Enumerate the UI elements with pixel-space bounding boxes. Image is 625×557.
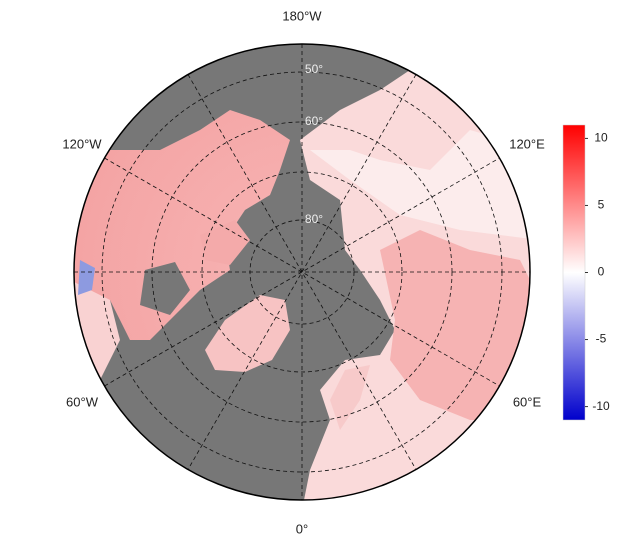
parallel-label: 80° xyxy=(305,212,323,226)
colorbar-tick-label: -5 xyxy=(596,332,607,346)
cold-anomaly xyxy=(78,260,95,295)
meridian-label: 60°E xyxy=(513,394,542,409)
land-siberia-west xyxy=(380,230,530,420)
map-border xyxy=(73,43,531,501)
land-scandinavia xyxy=(330,365,370,430)
land-arctic-islands xyxy=(200,220,250,265)
parallel-label: 60° xyxy=(305,114,323,128)
parallel-label: 50° xyxy=(305,62,323,76)
meridian-label: 120°W xyxy=(62,136,102,151)
hudson-bay xyxy=(140,262,190,315)
colorbar: 10 5 0 -5 -10 xyxy=(562,124,610,421)
meridian-label: 60°W xyxy=(66,394,99,409)
land-greenland xyxy=(205,295,290,372)
colorbar-tick-label: 10 xyxy=(594,131,608,145)
map-disc xyxy=(74,44,530,500)
graticule xyxy=(74,44,530,500)
meridian-label: 0° xyxy=(296,521,308,536)
land-north-america xyxy=(74,110,290,340)
colorbar-tick-label: 5 xyxy=(598,198,605,212)
land-siberia-east xyxy=(310,130,530,240)
colorbar-tick-label: -10 xyxy=(592,399,610,413)
colorbar-tick-label: 0 xyxy=(598,265,605,279)
meridian-label: 180°W xyxy=(282,8,322,23)
colorbar-scale xyxy=(562,124,586,421)
meridian-label: 120°E xyxy=(509,136,545,151)
